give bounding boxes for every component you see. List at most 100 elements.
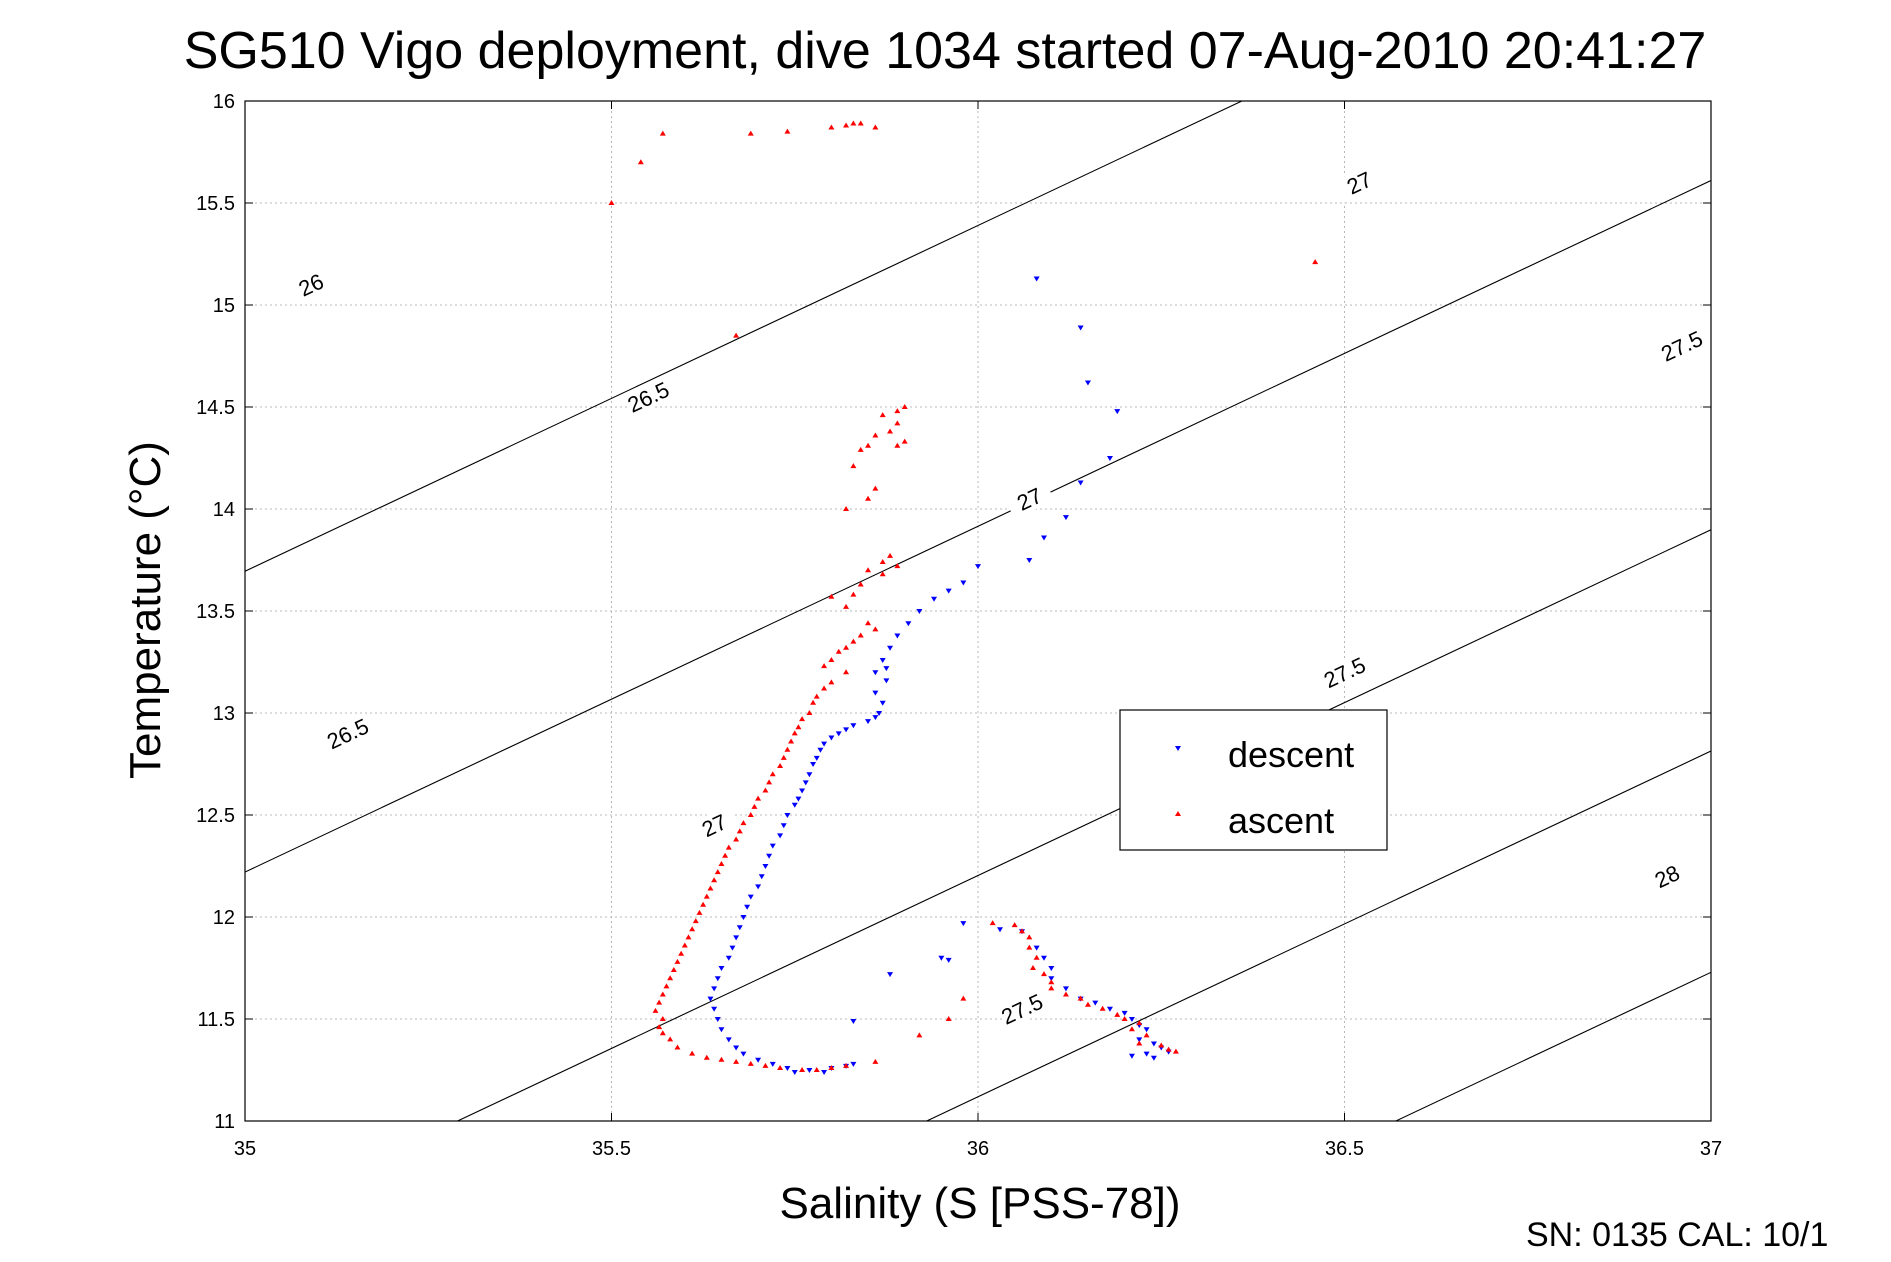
y-tick-label: 14.5 xyxy=(196,397,235,419)
y-tick-label: 15 xyxy=(213,295,235,317)
descent-point xyxy=(733,935,740,941)
descent-point xyxy=(758,874,765,880)
ascent-point xyxy=(1121,1016,1128,1021)
descent-point xyxy=(1048,976,1055,982)
ascent-point xyxy=(718,860,725,866)
ascent-point xyxy=(879,559,886,565)
descent-point xyxy=(905,621,912,627)
legend-descent-label: descent xyxy=(1228,734,1354,775)
y-tick-label: 11.5 xyxy=(198,1009,235,1031)
y-tick-label: 15.5 xyxy=(196,193,235,215)
ascent-point xyxy=(1158,1042,1165,1048)
descent-point xyxy=(1121,1010,1128,1016)
ascent-point xyxy=(784,746,791,752)
ascent-point xyxy=(1143,1032,1150,1038)
isopycnal-line xyxy=(245,101,1243,572)
ascent-point xyxy=(850,463,857,469)
ascent-point xyxy=(777,763,784,769)
ascent-point xyxy=(674,1044,681,1050)
descent-point xyxy=(887,972,894,978)
legend-descent-marker xyxy=(1175,746,1181,751)
descent-point xyxy=(960,580,967,586)
ascent-point xyxy=(1048,985,1055,991)
descent-point xyxy=(916,609,923,614)
ascent-point xyxy=(769,771,776,777)
ascent-point xyxy=(894,563,901,569)
contour-label-bg xyxy=(285,264,336,305)
ascent-point xyxy=(791,730,798,736)
contour-label-bg xyxy=(1334,162,1385,203)
ascent-point xyxy=(1312,259,1319,265)
ascent-point xyxy=(692,918,699,924)
x-tick-label: 35 xyxy=(234,1138,256,1160)
ascent-point xyxy=(843,122,850,128)
contour-label-bg xyxy=(1642,855,1693,897)
descent-point xyxy=(1040,535,1047,541)
ascent-point xyxy=(828,679,835,685)
descent-point xyxy=(795,796,802,802)
legend-ascent-label: ascent xyxy=(1228,800,1334,841)
descent-point xyxy=(1150,1055,1157,1061)
ascent-point xyxy=(843,603,850,609)
ascent-point xyxy=(821,685,828,691)
descent-point xyxy=(879,657,886,663)
descent-point xyxy=(744,904,751,910)
ascent-point xyxy=(945,1016,952,1021)
descent-point xyxy=(1062,986,1069,992)
descent-point xyxy=(1114,409,1121,415)
ascent-point xyxy=(725,844,732,850)
descent-point xyxy=(828,735,835,741)
descent-point xyxy=(1062,515,1069,521)
isopycnal-line xyxy=(457,529,1711,1121)
ascent-point xyxy=(843,1062,850,1068)
contour-label-bg xyxy=(623,376,674,418)
ascent-point xyxy=(747,130,754,136)
descent-point xyxy=(784,813,791,818)
descent-point xyxy=(740,1051,747,1057)
ascent-point xyxy=(659,991,666,997)
ascent-point xyxy=(722,852,729,858)
ascent-point xyxy=(659,130,666,136)
descent-point xyxy=(1128,1017,1135,1022)
y-tick-label: 16 xyxy=(213,91,235,113)
descent-point xyxy=(711,986,718,992)
x-tick-label: 37 xyxy=(1700,1138,1722,1160)
ascent-point xyxy=(879,571,886,577)
ascent-point xyxy=(810,699,817,705)
descent-point xyxy=(1026,558,1033,563)
descent-point xyxy=(996,927,1003,933)
contour-label-bg xyxy=(1319,651,1370,693)
x-tick-label: 36 xyxy=(967,1138,989,1160)
descent-point xyxy=(1106,456,1113,461)
descent-point xyxy=(1106,1006,1113,1012)
ascent-point xyxy=(795,724,802,730)
ascent-point xyxy=(850,120,857,126)
contour-label-bg xyxy=(1656,325,1707,367)
ascent-point xyxy=(850,591,857,597)
ascent-point xyxy=(780,754,787,760)
descent-point xyxy=(1077,480,1084,486)
ascent-point xyxy=(799,716,806,722)
ascent-point xyxy=(1011,922,1018,928)
y-tick-label: 13 xyxy=(213,703,235,725)
ascent-point xyxy=(835,648,842,654)
ascent-point xyxy=(894,408,901,414)
ascent-point xyxy=(703,1054,710,1060)
ascent-point xyxy=(714,869,721,875)
ascent-point xyxy=(843,506,850,511)
ascent-point xyxy=(887,552,894,558)
ascent-point xyxy=(1136,1040,1143,1046)
ascent-point xyxy=(843,644,850,650)
ascent-point xyxy=(747,812,754,817)
ascent-point xyxy=(857,632,864,638)
descent-point xyxy=(872,690,879,696)
ascent-point xyxy=(857,120,864,126)
descent-point xyxy=(1143,1051,1150,1057)
descent-point xyxy=(769,843,776,849)
y-tick-label: 14 xyxy=(213,499,235,521)
descent-point xyxy=(975,564,981,570)
ascent-point xyxy=(1084,1001,1091,1007)
ascent-point xyxy=(894,420,901,426)
descent-point xyxy=(791,1070,798,1076)
ascent-point xyxy=(865,495,872,501)
